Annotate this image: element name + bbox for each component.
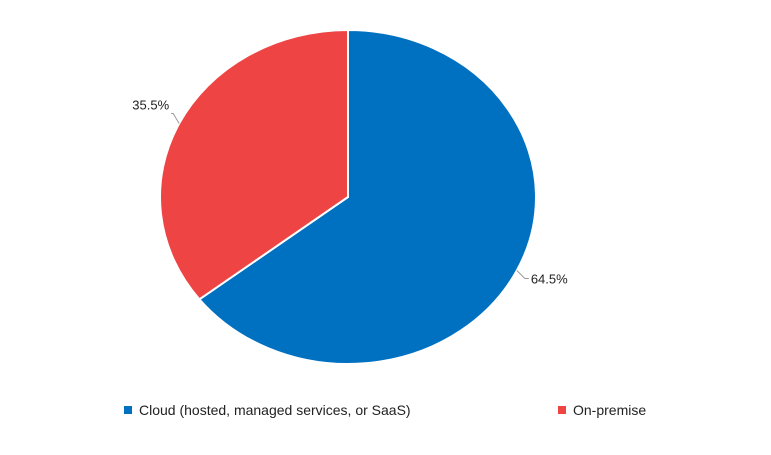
legend-swatch-cloud [124,406,132,414]
legend-label-on-premise: On-premise [573,402,647,418]
pie-slice-cloud [197,28,537,365]
legend-swatch-on-premise [558,406,566,414]
data-label-on-premise: 35.5% [132,98,169,113]
legend-item-cloud: Cloud (hosted, managed services, or SaaS… [124,402,411,418]
legend-item-on-premise: On-premise [558,402,646,418]
leader-line-cloud [516,270,529,279]
legend-label-cloud: Cloud (hosted, managed services, or SaaS… [139,402,411,418]
leader-line-on-premise [171,113,180,124]
pie-slice-on-premise [159,28,349,301]
legend: Cloud (hosted, managed services, or SaaS… [0,402,771,426]
pie-chart: 64.5% 35.5% [132,28,568,365]
data-label-cloud: 64.5% [531,271,568,286]
